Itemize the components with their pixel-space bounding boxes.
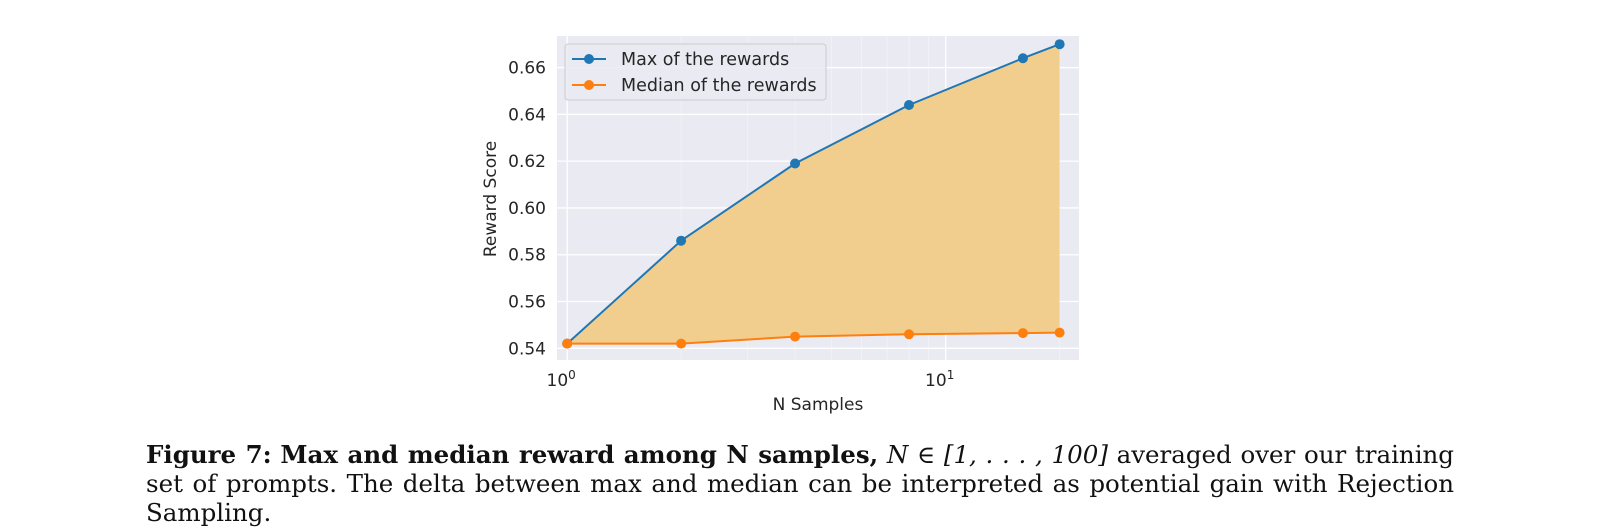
data-point-max xyxy=(1054,39,1065,50)
data-point-max xyxy=(676,235,687,246)
series-line-median xyxy=(567,331,1060,345)
legend: Max of the rewards Median of the rewards xyxy=(564,43,827,101)
legend-label-max: Max of the rewards xyxy=(621,50,789,70)
x-tick-label: 101 xyxy=(925,368,954,391)
legend-marker-max xyxy=(584,54,594,64)
x-axis-label: N Samples xyxy=(773,395,864,415)
data-point-max xyxy=(1017,53,1028,64)
caption-body: averaged over our training set of prompt… xyxy=(146,440,1454,527)
data-point-median xyxy=(1054,327,1065,338)
series-line-max xyxy=(566,43,1060,345)
figure-caption: Figure 7: Max and median reward among N … xyxy=(146,440,1454,527)
x-tick-labels: 100 101 xyxy=(547,368,955,391)
data-point-median xyxy=(676,338,687,349)
caption-title: Max and median reward among N samples xyxy=(280,440,870,469)
caption-math: N ∈ [1, . . . , 100] xyxy=(886,440,1108,469)
data-point-median xyxy=(562,338,573,349)
y-tick-label: 0.64 xyxy=(508,105,546,125)
fill-between-area xyxy=(567,44,1060,344)
y-tick-label: 0.54 xyxy=(508,339,546,359)
data-point-max xyxy=(904,100,915,111)
caption-label: Figure 7: xyxy=(146,440,272,469)
y-tick-label: 0.62 xyxy=(508,152,546,172)
x-tick-exponent: 1 xyxy=(947,368,955,382)
fill-between-polygon xyxy=(567,44,1060,344)
legend-label-median: Median of the rewards xyxy=(621,76,817,96)
x-tick-label: 100 xyxy=(547,368,576,391)
series-lines xyxy=(562,39,1065,349)
y-tick-labels: 0.54 0.56 0.58 0.60 0.62 0.64 0.66 xyxy=(508,59,546,360)
y-tick-label: 0.66 xyxy=(508,59,546,79)
x-tick-exponent: 0 xyxy=(568,368,576,382)
legend-box xyxy=(564,43,827,101)
data-point-median xyxy=(1017,328,1028,339)
legend-marker-median xyxy=(584,80,594,90)
reward-chart: 0.54 0.56 0.58 0.60 0.62 0.64 0.66 100 101 N Sa… xyxy=(481,36,1079,415)
y-axis-label: Reward Score xyxy=(481,141,501,257)
y-tick-label: 0.58 xyxy=(508,246,546,266)
data-point-median xyxy=(904,329,915,340)
y-tick-label: 0.60 xyxy=(508,199,546,219)
data-point-max xyxy=(790,158,801,169)
data-point-median xyxy=(790,331,801,342)
y-tick-label: 0.56 xyxy=(508,293,546,313)
